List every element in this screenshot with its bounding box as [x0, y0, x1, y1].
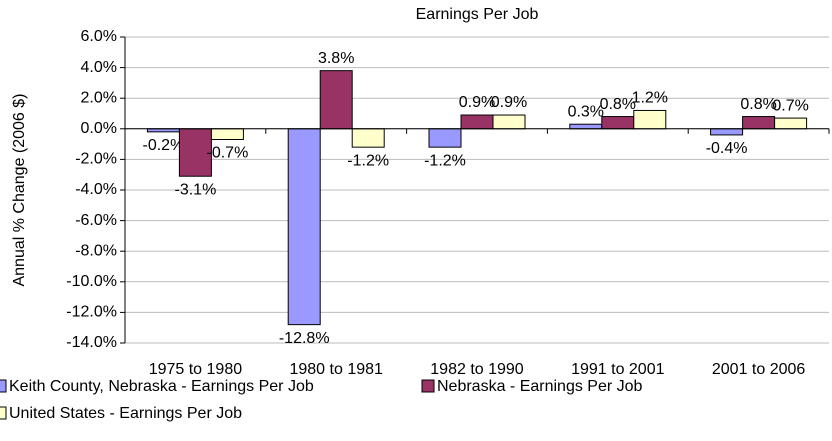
legend-swatch: [0, 406, 7, 420]
data-label: -0.4%: [706, 140, 748, 157]
data-label: 1.2%: [632, 90, 668, 107]
y-tick-label: -8.0%: [75, 242, 117, 259]
bar: [569, 123, 603, 130]
data-label: 0.3%: [568, 103, 604, 120]
legend-label: United States - Earnings Per Job: [9, 405, 242, 422]
y-axis-label: Annual % Change (2006 $): [11, 93, 28, 286]
x-tick-label: 1982 to 1990: [430, 361, 524, 378]
y-tick-label: -4.0%: [75, 181, 117, 198]
data-label: 0.9%: [459, 94, 495, 111]
x-tick-label: 1980 to 1981: [289, 361, 383, 378]
bar: [287, 128, 321, 326]
y-tick-label: -2.0%: [75, 151, 117, 168]
data-label: 0.8%: [740, 96, 776, 113]
y-tick-label: -14.0%: [66, 334, 117, 351]
bar: [351, 128, 385, 148]
bar: [774, 117, 808, 130]
legend-label: Keith County, Nebraska - Earnings Per Jo…: [9, 378, 314, 395]
bar: [210, 128, 244, 141]
x-tick-label: 2001 to 2006: [712, 361, 806, 378]
bar: [742, 116, 776, 130]
y-tick-label: 6.0%: [81, 28, 117, 45]
chart-title: Earnings Per Job: [416, 6, 539, 23]
bar: [492, 114, 526, 130]
y-tick-label: 4.0%: [81, 59, 117, 76]
data-label: 3.8%: [318, 50, 354, 67]
legend-swatch: [421, 379, 435, 393]
data-label: -1.2%: [424, 152, 466, 169]
data-label: -3.1%: [175, 181, 217, 198]
data-label: 0.7%: [772, 97, 808, 114]
y-tick-label: -12.0%: [66, 304, 117, 321]
bar: [428, 128, 462, 148]
data-label: 0.8%: [600, 96, 636, 113]
bar: [178, 128, 212, 177]
y-tick-label: -10.0%: [66, 273, 117, 290]
data-label: -0.7%: [207, 145, 249, 162]
y-tick-label: 2.0%: [81, 89, 117, 106]
bar: [710, 128, 744, 136]
data-label: -0.2%: [143, 137, 185, 154]
legend-swatch: [0, 379, 7, 393]
bar: [460, 114, 494, 130]
bar: [633, 109, 667, 130]
data-label: -1.2%: [347, 152, 389, 169]
x-tick-label: 1991 to 2001: [571, 361, 665, 378]
bar: [601, 116, 635, 130]
legend-label: Nebraska - Earnings Per Job: [437, 378, 643, 395]
x-tick-label: 1975 to 1980: [149, 361, 243, 378]
y-tick-label: -6.0%: [75, 212, 117, 229]
data-label: -12.8%: [279, 330, 330, 347]
bar: [319, 70, 353, 130]
y-tick-label: 0.0%: [81, 120, 117, 137]
data-label: 0.9%: [491, 94, 527, 111]
